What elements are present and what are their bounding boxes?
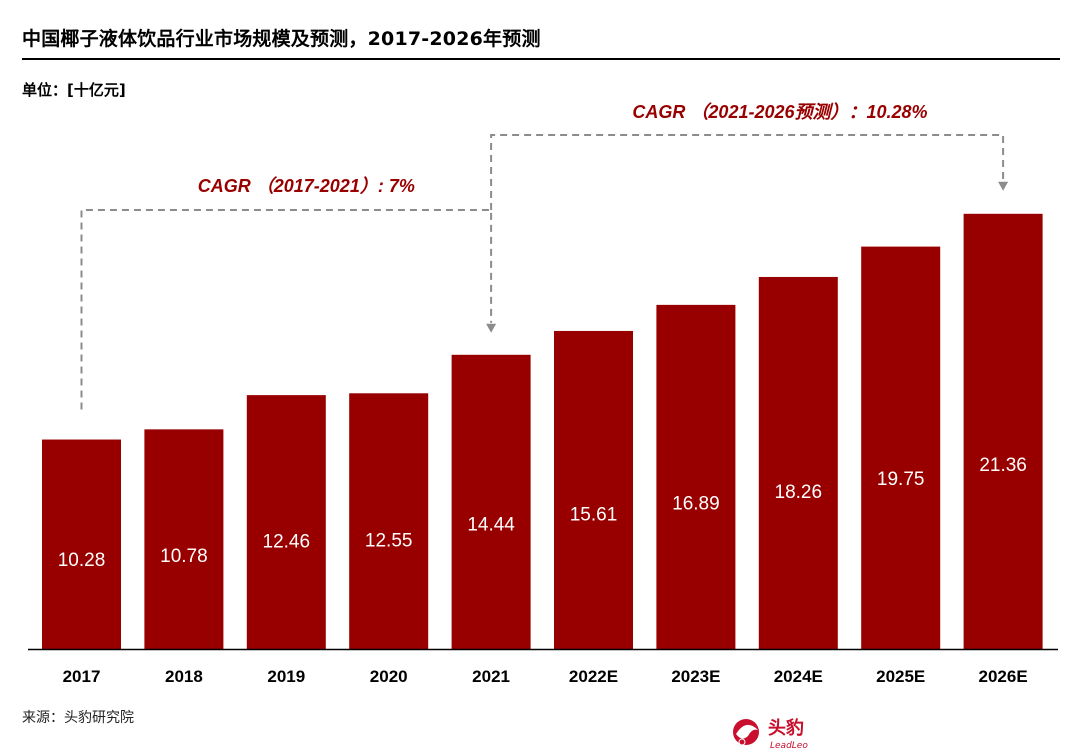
x-tick-2018: 2018	[165, 667, 203, 686]
x-tick-2022E: 2022E	[569, 667, 618, 686]
logo-subtitle: LeadLeo	[770, 741, 808, 751]
x-tick-2020: 2020	[370, 667, 408, 686]
bar-2018	[144, 429, 224, 649]
data-label-2024E: 18.26	[775, 482, 823, 503]
cagr-2021-2026-arrow-icon	[998, 181, 1009, 191]
x-tick-2021: 2021	[472, 667, 510, 686]
source-note: 来源：头豹研究院	[22, 710, 134, 726]
data-label-2023E: 16.89	[672, 493, 720, 514]
chart-title: 中国椰子液体饮品行业市场规模及预测，2017-2026年预测	[22, 28, 541, 50]
data-label-2026E: 21.36	[979, 455, 1027, 476]
title-divider	[22, 58, 1060, 60]
bar-2017	[42, 439, 121, 649]
data-label-2021: 14.44	[467, 514, 515, 535]
x-tick-2019: 2019	[267, 667, 305, 686]
data-label-2017: 10.28	[58, 550, 106, 571]
cagr-2017-2021-arrow-icon	[486, 323, 497, 333]
data-label-2022E: 15.61	[570, 504, 618, 525]
x-tick-2023E: 2023E	[671, 667, 720, 686]
x-tick-2024E: 2024E	[774, 667, 823, 686]
bar-chart: 10.28 2017 10.78 2018 12.46 2019 12.55 2020 14.4…	[28, 102, 1058, 686]
bar-2025E	[861, 246, 941, 649]
x-tick-2017: 2017	[63, 667, 101, 686]
leadleo-logo: 头豹 LeadLeo	[728, 712, 838, 752]
cagr-2017-2021-label: CAGR （2017-2021）: 7%	[198, 176, 415, 196]
data-label-2020: 12.55	[365, 531, 413, 552]
bar-2023E	[656, 304, 736, 649]
data-label-2025E: 19.75	[877, 469, 925, 490]
bar-2026E	[963, 213, 1043, 650]
bar-2024E	[758, 276, 838, 649]
cagr-2017-2021-bracket	[80, 209, 493, 410]
data-label-2018: 10.78	[160, 546, 208, 567]
bar-2019	[246, 395, 326, 649]
cagr-2021-2026-label: CAGR （2021-2026预测）：10.28%	[632, 102, 927, 122]
leopard-logo-icon: 头豹 LeadLeo	[733, 717, 808, 751]
logo-name: 头豹	[768, 717, 804, 739]
x-tick-2026E: 2026E	[979, 667, 1028, 686]
data-label-2019: 12.46	[263, 531, 311, 552]
x-tick-2025E: 2025E	[876, 667, 925, 686]
cagr-2021-2026-bracket	[490, 134, 1005, 210]
bar-2020	[349, 393, 429, 649]
bar-2022E	[554, 330, 633, 649]
unit-label: 单位：[十亿元]	[22, 81, 126, 99]
bar-2021	[451, 354, 531, 649]
